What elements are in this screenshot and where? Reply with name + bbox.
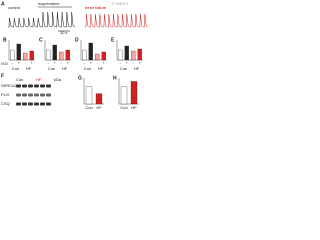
- blot-row-label: SERCA2a: [1, 83, 20, 88]
- x-tick-label: +: [139, 60, 142, 65]
- x-tick-label: -: [12, 60, 14, 65]
- x-tick-label: +: [103, 60, 106, 65]
- blot-band: [34, 102, 39, 106]
- blot-group: HF: [36, 77, 42, 82]
- bar: [131, 50, 136, 61]
- x-tick-label: -: [97, 60, 99, 65]
- bar: [82, 49, 87, 61]
- panel-label: C: [39, 37, 43, 43]
- bar: [29, 50, 34, 61]
- scale-label: 10 s: [60, 30, 68, 35]
- trace-title: control: [8, 5, 20, 10]
- group-label: Con: [85, 105, 92, 110]
- bar: [118, 49, 123, 61]
- blot-band: [28, 93, 33, 97]
- group-label: Con: [120, 105, 127, 110]
- blot-band: [46, 102, 51, 106]
- blot-band: [40, 93, 45, 97]
- blot-band: [22, 102, 27, 106]
- panel-label: G: [78, 75, 82, 81]
- bar: [130, 81, 138, 105]
- trace-title: heart failure: [85, 5, 107, 10]
- blot-band: [34, 84, 39, 88]
- blot-band: [46, 93, 51, 97]
- bar: [52, 44, 57, 61]
- row-label: ISO: [1, 61, 8, 66]
- group-label: HF: [134, 66, 140, 71]
- bar: [65, 49, 70, 61]
- figure: A control isoprenaline heart failure © W…: [1, 1, 149, 110]
- stimulus-label: isoprenaline: [38, 1, 60, 6]
- x-tick-label: +: [54, 60, 57, 65]
- blot-band: [28, 84, 33, 88]
- bar: [23, 52, 28, 61]
- trace: [8, 11, 76, 28]
- trace: [85, 13, 149, 28]
- blot-band: [16, 93, 21, 97]
- watermark: © WILEY: [112, 1, 129, 6]
- x-tick-label: -: [25, 60, 27, 65]
- x-tick-label: +: [18, 60, 21, 65]
- blot-header: kDa: [54, 77, 62, 82]
- group-label: HF: [98, 66, 104, 71]
- group-label: HF: [26, 66, 32, 71]
- x-tick-label: +: [31, 60, 34, 65]
- blot-band: [22, 93, 27, 97]
- blot-row-label: CSQ: [1, 101, 10, 106]
- bar: [137, 48, 142, 61]
- panel-label: A: [1, 1, 5, 7]
- panel-label: E: [111, 37, 115, 43]
- group-label: HF: [131, 105, 137, 110]
- bar: [10, 49, 15, 61]
- blot-band: [16, 102, 21, 106]
- group-label: HF: [62, 66, 68, 71]
- blot-band: [34, 93, 39, 97]
- group-label: Con: [48, 66, 55, 71]
- blot-row-label: PLN: [1, 92, 9, 97]
- blot-band: [46, 84, 51, 88]
- bar: [16, 43, 21, 61]
- x-tick-label: -: [48, 60, 50, 65]
- group-label: Con: [84, 66, 91, 71]
- x-tick-label: -: [84, 60, 86, 65]
- blot-band: [16, 84, 21, 88]
- bar: [95, 53, 100, 61]
- bar: [101, 51, 106, 61]
- blot-group: Con: [16, 77, 23, 82]
- x-tick-label: +: [67, 60, 70, 65]
- bar: [85, 86, 93, 105]
- panel-label: B: [3, 37, 7, 43]
- panel-label: F: [1, 73, 4, 79]
- blot-band: [28, 102, 33, 106]
- blot-band: [40, 84, 45, 88]
- group-label: HF: [96, 105, 102, 110]
- group-label: Con: [12, 66, 19, 71]
- x-tick-label: -: [61, 60, 63, 65]
- panel-label: H: [113, 75, 117, 81]
- x-tick-label: +: [90, 60, 93, 65]
- bar: [124, 45, 129, 61]
- x-tick-label: -: [133, 60, 135, 65]
- bar: [95, 93, 103, 105]
- bar: [59, 51, 64, 61]
- panel-label: D: [75, 37, 79, 43]
- x-tick-label: +: [126, 60, 129, 65]
- blot-band: [40, 102, 45, 106]
- blot-band: [22, 84, 27, 88]
- bar: [46, 49, 51, 61]
- x-tick-label: -: [120, 60, 122, 65]
- group-label: Con: [120, 66, 127, 71]
- bar: [88, 42, 93, 61]
- bar: [120, 86, 128, 105]
